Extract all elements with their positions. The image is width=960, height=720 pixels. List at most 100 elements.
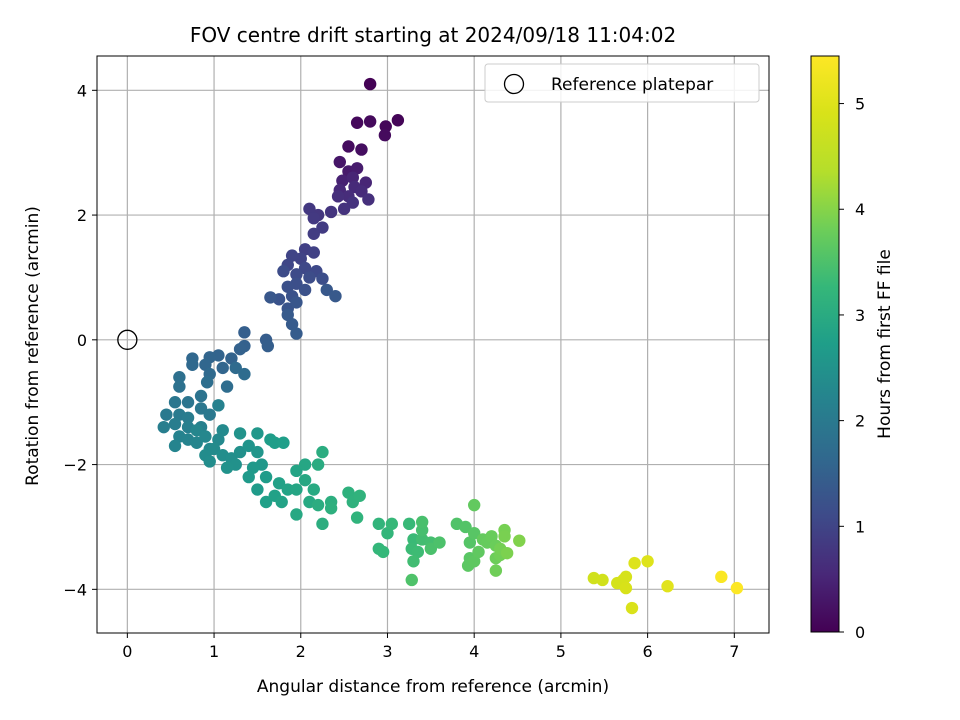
data-point bbox=[199, 358, 212, 371]
data-point bbox=[513, 534, 526, 547]
y-tick-label: 2 bbox=[77, 206, 87, 225]
data-point bbox=[290, 483, 303, 496]
colorbar-tick-label: 5 bbox=[855, 95, 865, 114]
data-point bbox=[181, 396, 195, 409]
data-point bbox=[194, 389, 208, 403]
axis-ticks: 0 1 2 3 4 5 6 7 −4 −2 0 2 4 bbox=[63, 81, 739, 661]
data-point bbox=[203, 408, 216, 421]
data-point bbox=[190, 424, 203, 437]
legend-marker-reference bbox=[503, 73, 525, 95]
data-point bbox=[238, 367, 251, 381]
data-point bbox=[463, 536, 477, 549]
data-point bbox=[277, 265, 290, 278]
x-tick-label: 6 bbox=[643, 642, 653, 661]
data-point bbox=[329, 289, 342, 303]
data-point bbox=[346, 196, 359, 209]
data-point bbox=[628, 556, 641, 570]
data-point bbox=[433, 536, 446, 549]
data-point bbox=[259, 470, 273, 484]
data-point bbox=[242, 439, 255, 453]
y-tick-label: −2 bbox=[63, 456, 87, 475]
data-point bbox=[212, 399, 225, 412]
data-point bbox=[251, 445, 264, 459]
data-point bbox=[281, 483, 294, 496]
data-point bbox=[391, 114, 405, 127]
data-point bbox=[199, 430, 212, 443]
data-point bbox=[277, 436, 290, 449]
x-tick-label: 0 bbox=[122, 642, 132, 661]
data-point bbox=[220, 380, 234, 393]
data-point bbox=[194, 402, 208, 415]
data-point bbox=[261, 339, 275, 353]
data-point bbox=[350, 162, 364, 175]
colorbar-label: Hours from first FF file bbox=[875, 249, 895, 439]
data-point bbox=[181, 411, 195, 424]
data-point bbox=[307, 483, 320, 496]
y-axis-label: Rotation from reference (arcmin) bbox=[23, 206, 43, 486]
data-point bbox=[363, 77, 377, 91]
data-point bbox=[311, 458, 325, 471]
data-point bbox=[331, 190, 345, 203]
data-point bbox=[233, 427, 247, 440]
data-point bbox=[298, 283, 312, 297]
data-point bbox=[268, 436, 281, 449]
plot-frame bbox=[96, 55, 770, 634]
data-point bbox=[372, 517, 386, 531]
data-point bbox=[307, 211, 320, 225]
data-point bbox=[498, 530, 511, 543]
data-point bbox=[307, 246, 320, 259]
x-tick-label: 1 bbox=[209, 642, 219, 661]
legend: Reference platepar bbox=[484, 63, 760, 103]
data-point bbox=[168, 396, 182, 409]
data-point bbox=[264, 291, 277, 304]
legend-label-reference: Reference platepar bbox=[551, 75, 713, 95]
data-point bbox=[415, 515, 429, 529]
data-point bbox=[290, 327, 303, 340]
data-point bbox=[346, 171, 359, 184]
data-point bbox=[272, 477, 286, 490]
data-point bbox=[362, 193, 375, 206]
data-point bbox=[320, 283, 333, 297]
data-point bbox=[168, 417, 182, 431]
data-point bbox=[405, 573, 418, 587]
y-tick-label: −4 bbox=[63, 580, 87, 599]
data-point bbox=[489, 564, 503, 577]
colorbar-tick-label: 0 bbox=[855, 623, 865, 642]
data-point bbox=[407, 533, 420, 546]
data-point bbox=[715, 570, 728, 584]
data-point bbox=[353, 489, 366, 502]
data-point bbox=[216, 424, 229, 437]
data-point bbox=[290, 296, 303, 309]
data-point bbox=[316, 221, 329, 234]
data-point bbox=[619, 581, 633, 595]
data-point bbox=[363, 115, 377, 128]
data-point bbox=[298, 458, 312, 471]
data-point bbox=[467, 526, 481, 540]
x-axis-label: Angular distance from reference (arcmin) bbox=[257, 677, 609, 697]
data-point bbox=[350, 116, 364, 129]
data-point bbox=[290, 508, 303, 521]
data-point bbox=[190, 436, 203, 449]
data-point bbox=[290, 464, 303, 478]
reference-point-marker bbox=[117, 329, 138, 350]
data-point bbox=[303, 202, 316, 216]
x-tick-label: 5 bbox=[556, 642, 566, 661]
data-point bbox=[316, 517, 329, 531]
data-point bbox=[376, 545, 390, 559]
data-point bbox=[336, 174, 349, 187]
data-point bbox=[275, 495, 288, 509]
data-point bbox=[385, 517, 399, 531]
data-point bbox=[381, 526, 394, 540]
data-point bbox=[216, 361, 229, 375]
data-point bbox=[285, 249, 299, 262]
colorbar-fill bbox=[810, 55, 840, 633]
data-point bbox=[641, 555, 654, 568]
x-tick-label: 4 bbox=[469, 642, 479, 661]
colorbar-tick-label: 3 bbox=[855, 306, 865, 325]
data-point bbox=[342, 486, 355, 499]
data-point bbox=[730, 581, 744, 595]
data-point bbox=[424, 542, 438, 555]
data-point bbox=[251, 427, 264, 440]
data-point bbox=[333, 155, 346, 169]
plot-border bbox=[96, 55, 770, 634]
